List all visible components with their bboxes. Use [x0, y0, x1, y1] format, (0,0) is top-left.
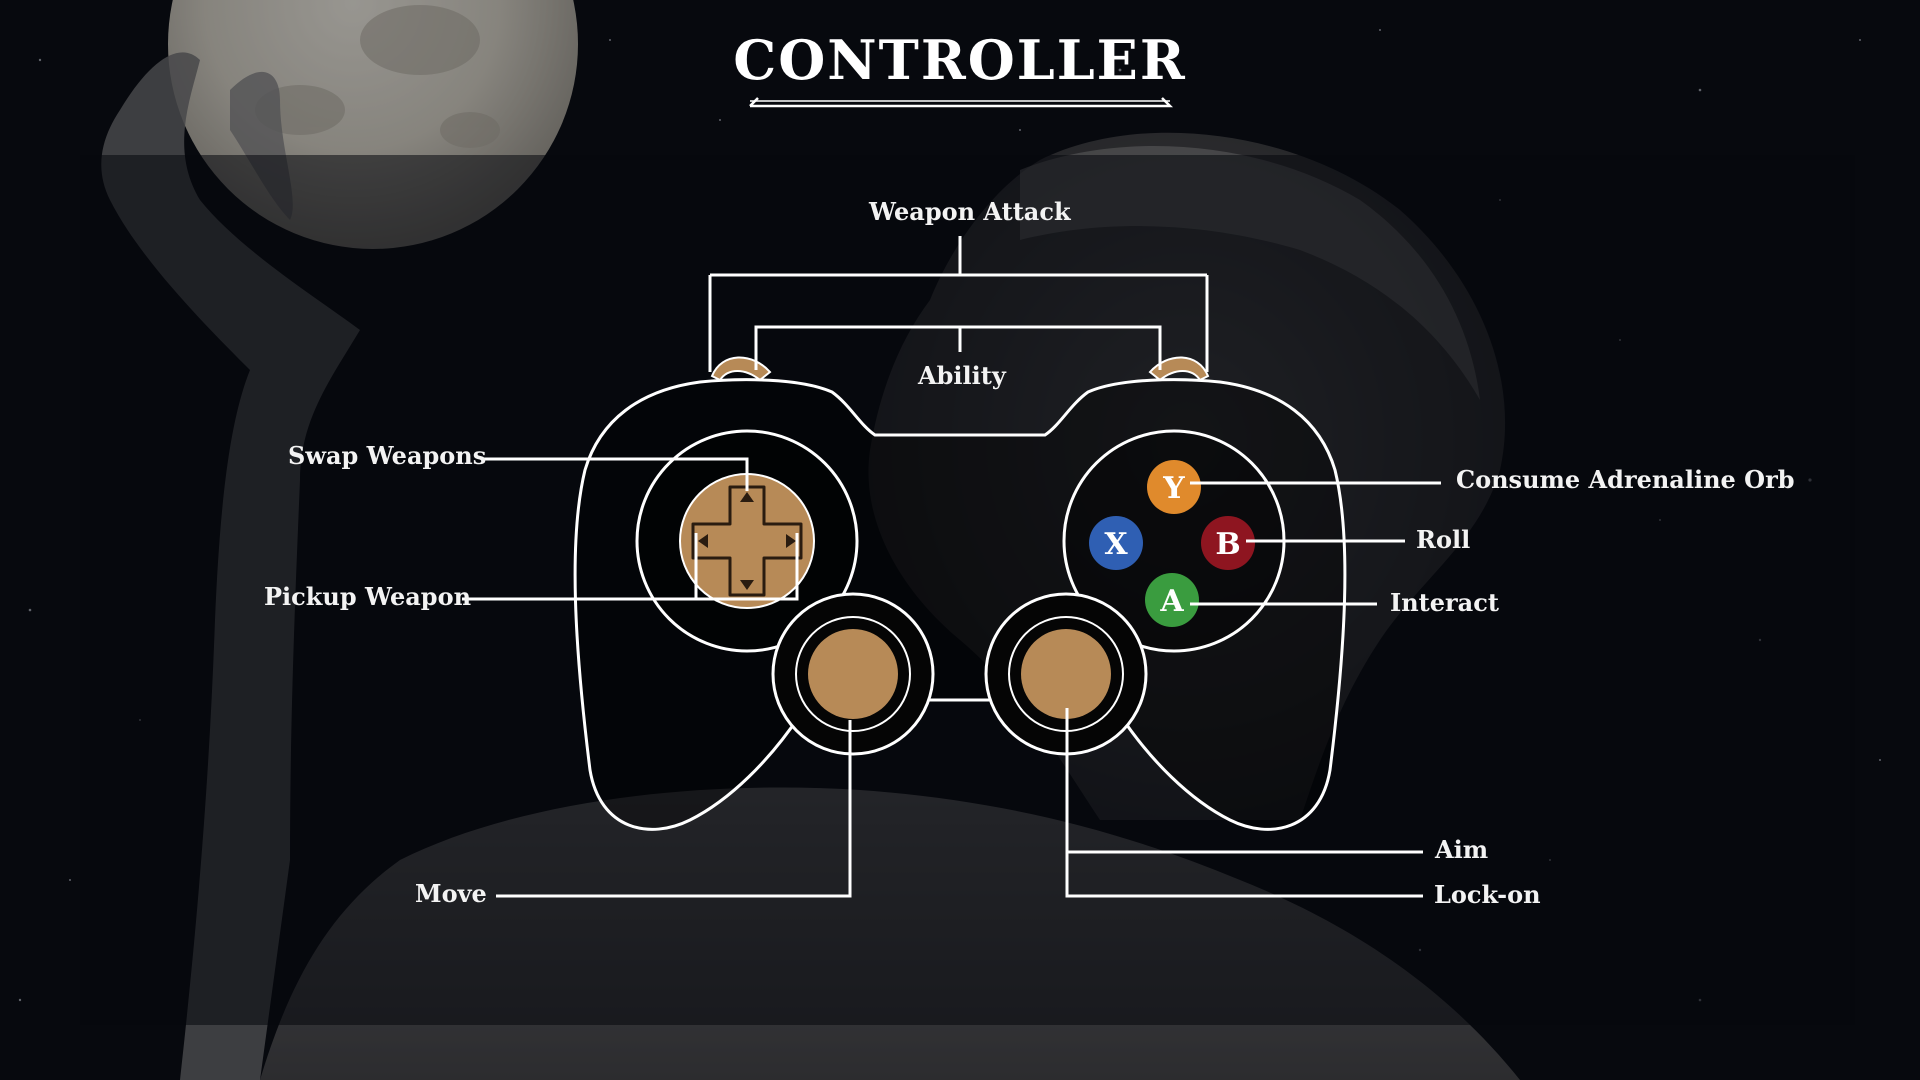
dpad-cross-icon	[691, 485, 803, 597]
face-button-y[interactable]: Y	[1147, 460, 1201, 514]
svg-text:X: X	[1104, 527, 1128, 562]
face-button-a[interactable]: A	[1145, 573, 1199, 627]
svg-text:A: A	[1159, 584, 1184, 619]
label-ability: Ability	[918, 361, 1006, 390]
label-aim: Aim	[1435, 835, 1489, 864]
label-swap-weapons: Swap Weapons	[288, 441, 487, 470]
face-button-b[interactable]: B	[1201, 516, 1255, 570]
left-stick	[808, 629, 898, 719]
svg-text:Y: Y	[1162, 471, 1185, 506]
center-panel	[80, 155, 1855, 1025]
svg-text:B: B	[1215, 527, 1240, 562]
callout-lines	[462, 236, 1441, 898]
right-stick	[1021, 629, 1111, 719]
label-consume-adrenaline-orb: Consume Adrenaline Orb	[1456, 465, 1795, 494]
title-bar: CONTROLLER	[0, 28, 1920, 92]
page-title: CONTROLLER	[733, 28, 1187, 92]
label-lock-on: Lock-on	[1434, 880, 1541, 909]
label-weapon-attack: Weapon Attack	[869, 197, 1071, 226]
label-move: Move	[415, 879, 487, 908]
label-roll: Roll	[1416, 525, 1471, 554]
label-interact: Interact	[1390, 588, 1499, 617]
label-pickup-weapon: Pickup Weapon	[264, 582, 472, 611]
right-bumper-button	[1148, 356, 1210, 382]
face-button-x[interactable]: X	[1089, 516, 1143, 570]
